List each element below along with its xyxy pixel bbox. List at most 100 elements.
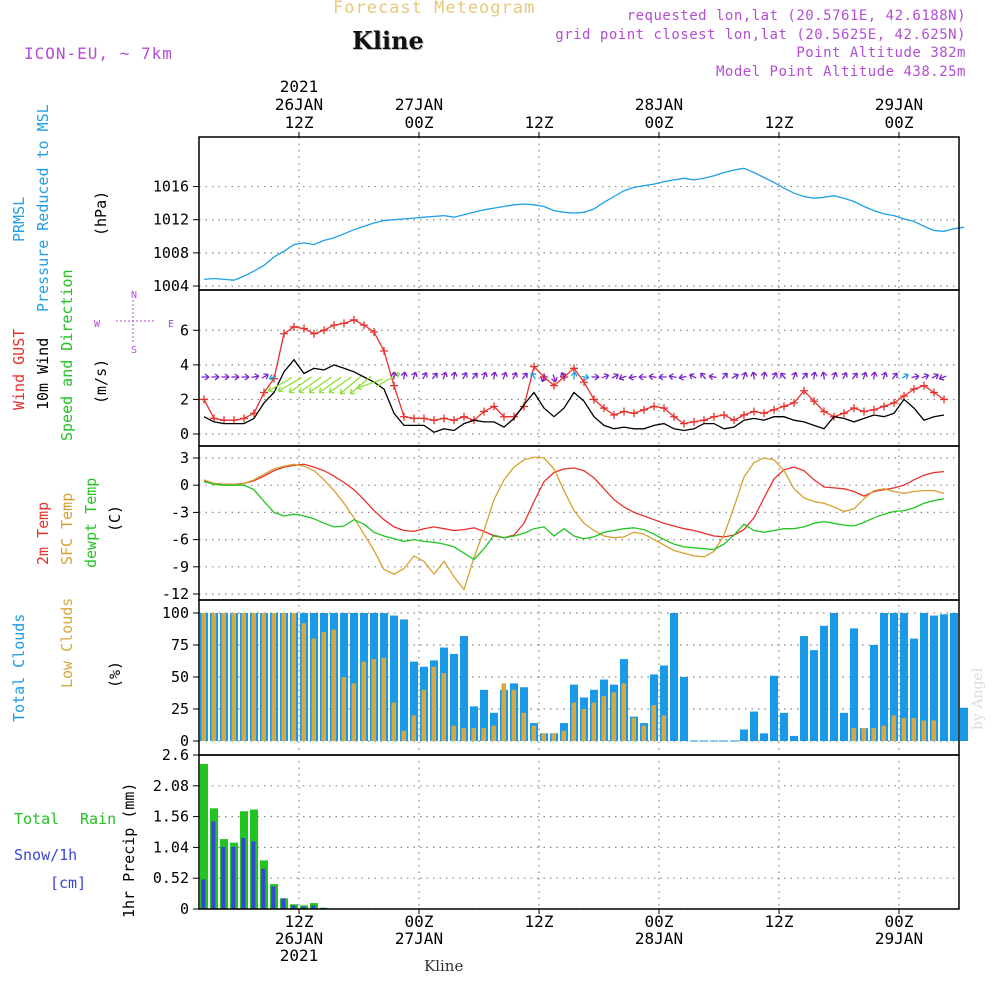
gust-marker (790, 398, 798, 407)
gust-marker (550, 381, 558, 390)
low-cloud-bar (451, 725, 456, 741)
gust-marker (760, 409, 768, 418)
gust-marker (880, 402, 888, 411)
wind-direction-arrow (441, 371, 448, 380)
pressure-label-msl: Pressure Reduced to MSL (34, 104, 52, 312)
top-time-label: 2021 (280, 77, 319, 96)
low-cloud-bar (511, 689, 516, 741)
wind-direction-arrow (628, 373, 637, 381)
low-cloud-bar (421, 689, 426, 741)
snow-bar (211, 821, 216, 909)
wind-direction-arrow (658, 373, 667, 381)
gust-marker (230, 416, 238, 425)
y-tick-label: 2.6 (162, 746, 189, 764)
bottom-time-label: 26JAN (275, 929, 323, 948)
gust-marker (580, 378, 588, 387)
wind-direction-arrow (471, 372, 478, 380)
point-altitude: Point Altitude 382m (796, 45, 966, 61)
wind-direction-arrow (201, 373, 210, 381)
snow-bar (221, 846, 226, 909)
wind-direction-arrow (390, 371, 398, 380)
snow-bar (231, 846, 236, 909)
cloud-unit: (%) (106, 660, 124, 688)
snow-bar (261, 868, 266, 909)
wind-direction-arrow (611, 373, 619, 380)
low-cloud-bar (211, 613, 216, 741)
snow-unit-label: [cm] (50, 874, 87, 892)
low-cloud-bar (501, 683, 506, 741)
gust-marker (780, 402, 788, 411)
low-cloud-bar (481, 728, 486, 741)
wind-direction-arrow (931, 373, 939, 380)
wind-direction-arrow (741, 371, 748, 380)
wind-direction-arrow (708, 373, 717, 381)
gust-marker (840, 409, 848, 418)
gust-marker (480, 407, 488, 416)
gust-marker (340, 319, 348, 328)
gust-marker (430, 416, 438, 425)
wind-direction-arrow (349, 375, 372, 395)
gust-marker (370, 328, 378, 337)
gust-marker (390, 381, 398, 390)
y-tick-label: 1008 (153, 244, 189, 262)
gust-marker (510, 412, 518, 421)
total-rain-label: Total (14, 810, 60, 828)
temperature-panel (193, 445, 960, 601)
y-tick-label: 50 (171, 668, 189, 686)
footer-location: Kline (424, 957, 464, 975)
snow-bar (271, 886, 276, 909)
low-cloud-bar (921, 720, 926, 741)
wind-direction-arrow (771, 372, 778, 380)
gust-marker (700, 416, 708, 425)
gust-marker (500, 412, 508, 421)
wind-direction-arrow (581, 373, 590, 381)
total-cloud-bar (390, 615, 398, 741)
gust-marker (570, 364, 578, 373)
low-cloud-bar (581, 709, 586, 741)
y-tick-label: 100 (162, 604, 189, 622)
wind-direction-arrow (861, 371, 868, 380)
gust-marker (620, 407, 628, 416)
precip-unit: 1hr Precip (mm) (120, 782, 138, 918)
pressure-label-prmsl: PRMSL (10, 196, 28, 242)
wind-direction-arrow (461, 372, 468, 380)
low-cloud-bar (461, 728, 466, 741)
gust-marker (610, 410, 618, 419)
total-cloud-bar (770, 675, 778, 741)
low-cloud-bar (201, 613, 206, 741)
wind-direction-arrow (450, 371, 458, 380)
wind-direction-arrow (601, 373, 610, 380)
wind-unit: (m/s) (92, 358, 110, 404)
wind-direction-arrow (901, 373, 909, 380)
low-cloud-bar (621, 683, 626, 741)
wind-direction-arrow (801, 372, 808, 380)
requested-coords: requested lon,lat (20.5761E, 42.6188N) (626, 8, 966, 24)
temp-dewpt-label: dewpt Temp (82, 477, 100, 568)
y-tick-label: 2.08 (153, 777, 189, 795)
y-tick-label: 2 (180, 390, 189, 408)
y-tick-label: 0 (180, 900, 189, 918)
y-tick-label: 0.52 (153, 869, 189, 887)
total-cloud-bar (800, 636, 808, 741)
wind-direction-arrow (760, 371, 768, 380)
gust-marker (260, 388, 268, 397)
gust-marker (820, 407, 828, 416)
wind-direction-arrow (591, 373, 600, 381)
compass-rose (116, 300, 156, 343)
wind-direction-arrow (277, 377, 303, 393)
gust-marker (310, 329, 318, 338)
low-cloud-bar (631, 717, 636, 741)
wind-direction-arrow (721, 372, 728, 380)
low-cloud-bar (531, 725, 536, 741)
temp-2m-label: 2m Temp (34, 501, 52, 565)
wind-direction-arrow (780, 372, 787, 380)
gust-marker (590, 395, 598, 404)
wind-direction-arrow (490, 371, 498, 380)
temp-unit: (C) (106, 504, 124, 532)
wind-direction-arrow (648, 373, 657, 381)
low-cloud-bar (571, 702, 576, 741)
gust-marker (660, 404, 668, 413)
wind-direction-arrow (268, 374, 277, 381)
gust-marker (530, 362, 538, 371)
